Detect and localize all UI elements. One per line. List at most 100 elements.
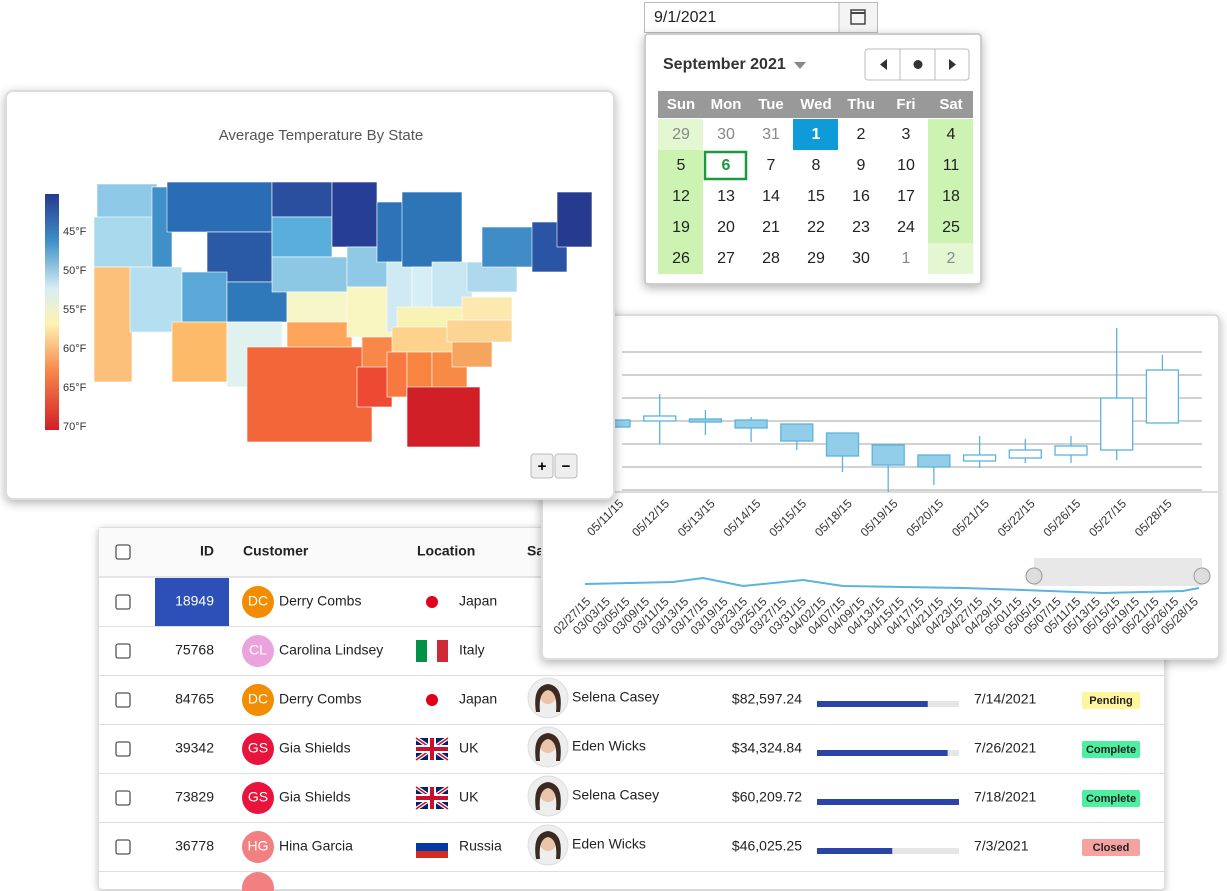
- day[interactable]: 8: [812, 157, 821, 174]
- customer[interactable]: Gia Shields: [279, 789, 351, 805]
- day[interactable]: 10: [897, 157, 915, 174]
- day[interactable]: 3: [902, 126, 911, 143]
- day[interactable]: 13: [717, 188, 735, 205]
- checkbox[interactable]: [115, 692, 131, 708]
- day-cell[interactable]: [658, 150, 703, 181]
- day-cell[interactable]: [793, 150, 838, 181]
- customer[interactable]: Gia Shields: [279, 740, 351, 756]
- customer[interactable]: Carolina Lindsey: [279, 642, 383, 658]
- day[interactable]: 19: [672, 219, 690, 236]
- day-cell[interactable]: [748, 181, 793, 212]
- salesperson[interactable]: Eden Wicks: [572, 738, 646, 754]
- month-title[interactable]: September 2021: [663, 56, 786, 73]
- day[interactable]: 24: [897, 219, 915, 236]
- day-cell[interactable]: [703, 243, 748, 274]
- day-cell[interactable]: [838, 181, 883, 212]
- zoom-in-button[interactable]: [530, 453, 554, 479]
- day-cell[interactable]: [658, 243, 703, 274]
- day[interactable]: 27: [717, 250, 735, 267]
- id-cell-selected[interactable]: [155, 578, 229, 626]
- day[interactable]: 30: [717, 126, 735, 143]
- date-input[interactable]: 9/1/2021: [644, 2, 878, 33]
- day[interactable]: 18: [942, 188, 960, 205]
- id[interactable]: 84765: [175, 691, 214, 707]
- day-cell[interactable]: [703, 119, 748, 150]
- day-cell[interactable]: [928, 212, 973, 243]
- day-cell[interactable]: [838, 243, 883, 274]
- id[interactable]: 73829: [175, 789, 214, 805]
- navigator-selection[interactable]: [1034, 558, 1202, 586]
- day[interactable]: 29: [672, 126, 690, 143]
- day[interactable]: 28: [762, 250, 780, 267]
- location[interactable]: Japan: [459, 691, 497, 707]
- day-cell[interactable]: [658, 119, 703, 150]
- navigator-handle[interactable]: [1025, 567, 1043, 585]
- customer[interactable]: Derry Combs: [279, 691, 361, 707]
- zoom-in[interactable]: +: [538, 458, 547, 475]
- day[interactable]: 2: [857, 126, 866, 143]
- day-cell[interactable]: [703, 212, 748, 243]
- day[interactable]: 4: [947, 126, 956, 143]
- id[interactable]: 39342: [175, 740, 214, 756]
- day-cell[interactable]: [703, 181, 748, 212]
- day[interactable]: 21: [762, 219, 780, 236]
- checkbox[interactable]: [115, 643, 131, 659]
- day[interactable]: 30: [852, 250, 870, 267]
- customer[interactable]: Derry Combs: [279, 593, 361, 609]
- day-cell[interactable]: [928, 181, 973, 212]
- id[interactable]: 18949: [175, 593, 214, 609]
- column-header[interactable]: Customer: [243, 543, 309, 559]
- day-cell[interactable]: [748, 119, 793, 150]
- day-cell[interactable]: [883, 150, 928, 181]
- location[interactable]: Russia: [459, 838, 502, 854]
- day-cell[interactable]: [793, 243, 838, 274]
- navigator-handle[interactable]: [1193, 567, 1211, 585]
- day[interactable]: 20: [717, 219, 735, 236]
- day[interactable]: 1: [902, 250, 911, 267]
- day-cell[interactable]: [928, 243, 973, 274]
- day[interactable]: 26: [672, 250, 690, 267]
- day-cell[interactable]: [658, 181, 703, 212]
- checkbox[interactable]: [115, 741, 131, 757]
- day-cell[interactable]: [928, 150, 973, 181]
- day-cell[interactable]: [883, 181, 928, 212]
- column-header[interactable]: ID: [200, 543, 214, 559]
- checkbox[interactable]: [115, 594, 131, 610]
- today-button[interactable]: [913, 60, 923, 69]
- day-cell[interactable]: [748, 243, 793, 274]
- day-cell[interactable]: [658, 212, 703, 243]
- checkbox[interactable]: [115, 839, 131, 855]
- day-cell[interactable]: [703, 150, 748, 181]
- id[interactable]: 36778: [175, 838, 214, 854]
- checkbox[interactable]: [115, 544, 131, 560]
- location[interactable]: UK: [459, 789, 479, 805]
- location[interactable]: UK: [459, 740, 479, 756]
- prev-button[interactable]: [880, 59, 887, 70]
- day[interactable]: 14: [762, 188, 780, 205]
- day-cell[interactable]: [793, 181, 838, 212]
- day[interactable]: 31: [762, 126, 780, 143]
- id[interactable]: 75768: [175, 642, 214, 658]
- day[interactable]: 15: [807, 188, 825, 205]
- day-cell[interactable]: [928, 119, 973, 150]
- customer[interactable]: Hina Garcia: [279, 838, 353, 854]
- location[interactable]: Italy: [459, 642, 485, 658]
- column-header[interactable]: Location: [417, 543, 475, 559]
- day-cell[interactable]: [748, 212, 793, 243]
- day[interactable]: 17: [897, 188, 915, 205]
- day[interactable]: 5: [677, 157, 686, 174]
- next-button[interactable]: [949, 59, 956, 70]
- day[interactable]: 7: [767, 157, 776, 174]
- day-cell[interactable]: [883, 243, 928, 274]
- day-cell[interactable]: [793, 212, 838, 243]
- salesperson[interactable]: Selena Casey: [572, 689, 659, 705]
- day[interactable]: 25: [942, 219, 960, 236]
- day[interactable]: 22: [807, 219, 825, 236]
- zoom-out-button[interactable]: [554, 453, 578, 479]
- calendar-icon[interactable]: [850, 9, 866, 25]
- day[interactable]: 12: [672, 188, 690, 205]
- input-field[interactable]: [645, 3, 839, 32]
- zoom-out[interactable]: −: [562, 458, 571, 475]
- salesperson[interactable]: Selena Casey: [572, 787, 659, 803]
- day[interactable]: 6: [722, 157, 731, 174]
